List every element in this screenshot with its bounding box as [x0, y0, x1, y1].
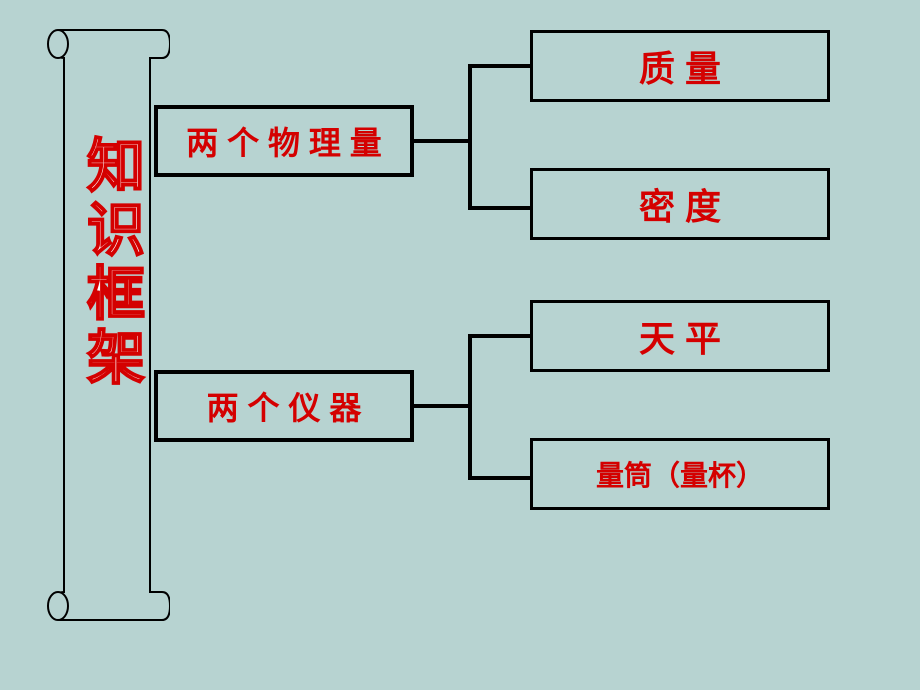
leaf-mass: 质 量	[530, 30, 830, 102]
branch2-label: 两 个 仪 器	[207, 383, 362, 429]
leaf-cylinder: 量筒（量杯）	[530, 438, 830, 510]
leaf-density: 密 度	[530, 168, 830, 240]
leaf-balance: 天 平	[530, 300, 830, 372]
leaf1-label: 质 量	[639, 40, 721, 92]
leaf3-label: 天 平	[639, 310, 721, 362]
leaf2-label: 密 度	[639, 178, 721, 230]
title-vertical: 知识框架	[68, 135, 152, 515]
branch-physics-quantities: 两 个 物 理 量	[154, 105, 414, 177]
connector-line	[468, 334, 532, 338]
connector-line	[414, 404, 472, 408]
connector-line	[414, 139, 472, 143]
branch1-label: 两 个 物 理 量	[186, 118, 382, 164]
leaf4-label: 量筒（量杯）	[596, 454, 764, 494]
connector-line	[468, 64, 472, 210]
connector-line	[468, 64, 532, 68]
branch-instruments: 两 个 仪 器	[154, 370, 414, 442]
connector-line	[468, 476, 532, 480]
connector-line	[468, 334, 472, 480]
connector-line	[468, 206, 532, 210]
